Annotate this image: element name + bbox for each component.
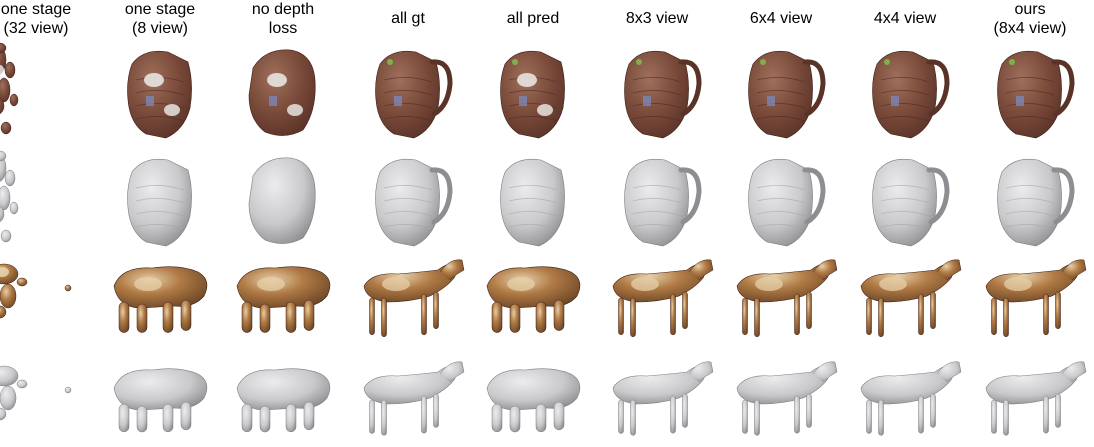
result-backpack-geometry-no-depth-loss [248,157,316,244]
result-horse-geometry-ours [985,361,1087,436]
result-backpack-geometry-one-stage-8 [127,158,192,247]
result-backpack-textured-ours [997,50,1075,139]
result-horse-geometry-one-stage-32 [0,365,72,421]
result-backpack-textured-all-gt [375,50,453,139]
result-backpack-geometry-all-gt [375,158,453,247]
column-header-ours: ours (8x4 view) [993,1,1067,37]
result-backpack-textured-8x3-view [624,50,702,139]
result-backpack-geometry-4x4-view [872,158,950,247]
column-header-one-stage-32: one stage (32 view) [0,1,72,37]
result-horse-textured-4x4-view [860,259,962,338]
result-horse-textured-no-depth-loss [236,266,331,333]
result-horse-textured-6x4-view [736,259,838,338]
column-header-6x4-view: 6x4 view [749,10,813,27]
result-horse-geometry-all-gt [363,361,465,436]
column-header-one-stage-8: one stage (8 view) [124,1,196,37]
column-headers: one stage (32 view) one stage (8 view) no … [0,0,1094,48]
result-horse-textured-ours [985,259,1087,338]
result-backpack-textured-4x4-view [872,50,950,139]
result-backpack-geometry-8x3-view [624,158,702,247]
result-horse-textured-all-pred [486,266,581,333]
result-backpack-textured-all-pred [500,50,565,139]
result-horse-geometry-6x4-view [736,361,838,436]
result-horse-textured-one-stage-8 [113,266,208,333]
result-backpack-textured-one-stage-8 [127,50,192,139]
result-horse-geometry-no-depth-loss [236,368,331,433]
result-backpack-textured-6x4-view [748,50,826,139]
column-header-4x4-view: 4x4 view [873,10,937,27]
result-horse-geometry-all-pred [486,368,581,433]
result-grid [0,40,1094,447]
result-horse-textured-8x3-view [612,259,714,338]
result-backpack-textured-one-stage-32 [0,42,19,135]
result-horse-geometry-4x4-view [860,361,962,436]
result-backpack-geometry-one-stage-32 [0,150,19,243]
result-backpack-geometry-ours [997,158,1075,247]
column-header-all-pred: all pred [506,10,560,27]
result-backpack-geometry-all-pred [500,158,565,247]
column-header-all-gt: all gt [391,10,425,27]
column-header-8x3-view: 8x3 view [625,10,689,27]
result-horse-geometry-one-stage-8 [113,368,208,433]
result-backpack-geometry-6x4-view [748,158,826,247]
result-horse-geometry-8x3-view [612,361,714,436]
result-horse-textured-one-stage-32 [0,263,72,319]
result-backpack-textured-no-depth-loss [248,49,316,136]
column-header-no-depth-loss: no depth loss [251,1,315,37]
result-horse-textured-all-gt [363,259,465,338]
